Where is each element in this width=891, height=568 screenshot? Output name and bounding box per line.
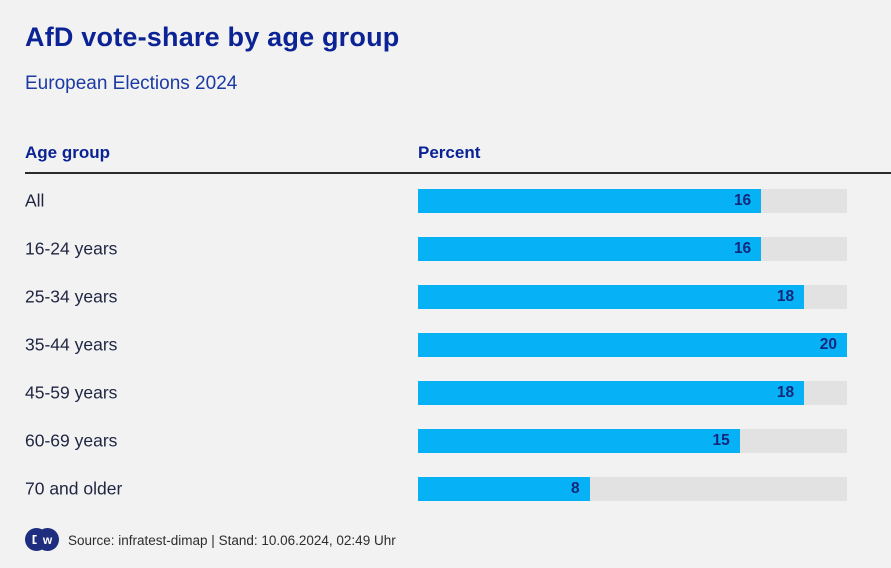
bar-row: 60-69 years 15 xyxy=(0,417,891,465)
age-group-label: 25-34 years xyxy=(25,286,118,307)
column-header-age-group: Age group xyxy=(25,143,110,162)
bar-value-label: 8 xyxy=(570,480,580,497)
bar-track: 18 xyxy=(418,381,847,405)
bar-row: 35-44 years 20 xyxy=(0,321,891,369)
bar-row: 25-34 years 18 xyxy=(0,273,891,321)
bar-value-label: 18 xyxy=(776,288,795,305)
age-group-label: 60-69 years xyxy=(25,430,118,451)
bar-row: All 16 xyxy=(0,177,891,225)
bar-track: 8 xyxy=(418,477,847,501)
chart-subtitle: European Elections 2024 xyxy=(25,73,238,94)
bar-value-label: 16 xyxy=(733,240,752,257)
age-group-label: 70 and older xyxy=(25,478,123,499)
bar-value-label: 15 xyxy=(712,432,730,449)
bar-fill: 15 xyxy=(418,429,740,453)
bar-fill: 16 xyxy=(418,237,762,261)
source-text: Source: infratest-dimap | Stand: 10.06.2… xyxy=(68,532,396,548)
bar-fill: 8 xyxy=(418,477,590,501)
bar-row: 70 and older 8 xyxy=(0,465,891,513)
bar-value-label: 18 xyxy=(776,384,795,401)
column-header-percent: Percent xyxy=(418,143,481,162)
bar-row: 45-59 years 18 xyxy=(0,369,891,417)
bar-track: 16 xyxy=(418,189,847,213)
bar-fill: 20 xyxy=(418,333,847,357)
bar-track: 16 xyxy=(418,237,847,261)
bar-value-label: 16 xyxy=(733,192,752,209)
bar-row: 16-24 years 16 xyxy=(0,225,891,273)
bar-track: 20 xyxy=(418,333,847,357)
bar-rows: All 16 16-24 years 16 25-34 years 18 35-44 yea… xyxy=(0,177,891,513)
dw-logo: D w xyxy=(25,528,59,552)
bar-fill: 18 xyxy=(418,285,805,309)
chart-title: AfD vote-share by age group xyxy=(25,22,400,52)
header-divider xyxy=(25,172,891,174)
bar-fill: 18 xyxy=(418,381,805,405)
bar-track: 15 xyxy=(418,429,847,453)
age-group-label: 16-24 years xyxy=(25,238,118,259)
age-group-label: 35-44 years xyxy=(25,334,118,355)
age-group-label: All xyxy=(25,190,45,211)
bar-value-label: 20 xyxy=(819,336,837,353)
dw-logo-w-circle: w xyxy=(36,528,59,551)
bar-track: 18 xyxy=(418,285,847,309)
bar-fill: 16 xyxy=(418,189,762,213)
age-group-label: 45-59 years xyxy=(25,382,118,403)
footer: D w Source: infratest-dimap | Stand: 10.… xyxy=(25,527,396,553)
